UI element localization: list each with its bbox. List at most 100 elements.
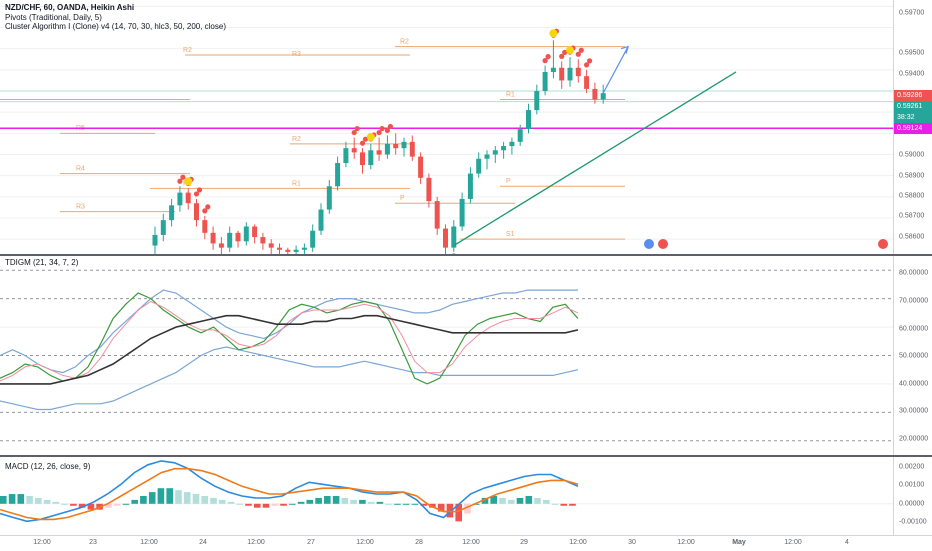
sell-signal-dot	[584, 62, 590, 68]
candle-body	[318, 209, 324, 231]
tdi-tick: 40.00000	[899, 380, 929, 388]
pivot-label: P	[506, 178, 511, 185]
pivot-label: R4	[76, 165, 85, 172]
sell-signal-dot	[193, 191, 200, 197]
candle-body	[526, 110, 531, 130]
tdi-pane[interactable]: TDIGM (21, 34, 7, 2) 80.00000 70.00000 6…	[0, 256, 932, 455]
sell-signal-dot	[362, 136, 369, 142]
trendline	[453, 71, 737, 247]
macd-histogram-bar	[218, 499, 226, 504]
tdi-tick: 20.00000	[899, 435, 929, 443]
candle-body	[567, 67, 573, 81]
price-legend: NZD/CHF, 60, OANDA, Heikin Ashi Pivots (…	[5, 3, 226, 32]
projection-arrow	[602, 46, 629, 94]
macd-histogram-bar	[446, 503, 454, 518]
candle-body	[235, 232, 241, 242]
candle-body	[409, 141, 415, 157]
macd-axis[interactable]: 0.00200 0.00100 0.00000 -0.00100	[893, 457, 932, 535]
pivot-label: R2	[400, 38, 409, 45]
time-label: 12:00	[784, 539, 802, 546]
pane-separator[interactable]	[0, 254, 932, 256]
macd-histogram-bar	[289, 503, 296, 505]
candle-body	[501, 146, 507, 151]
pivots-legend[interactable]: Pivots (Traditional, Daily, 5)	[5, 12, 102, 22]
buy-signal-dot	[452, 253, 456, 254]
candle-body	[443, 228, 448, 248]
sell-signal-dot	[376, 129, 382, 136]
macd-histogram-bar	[183, 492, 191, 504]
candle-body	[351, 148, 357, 153]
sell-signal-dot	[177, 178, 183, 184]
macd-plot[interactable]: MACD (12, 26, close, 9)	[0, 457, 893, 535]
tdi-legend[interactable]: TDIGM (21, 34, 7, 2)	[5, 258, 79, 267]
macd-histogram-bar	[245, 503, 252, 506]
candle-body	[368, 150, 374, 166]
candle-body	[459, 198, 465, 227]
candle-body	[252, 226, 258, 238]
macd-plot-svg[interactable]	[0, 457, 893, 535]
sell-signal-dot	[545, 54, 551, 60]
price-tick: 0.58600	[899, 233, 925, 241]
macd-histogram-bar	[394, 503, 401, 505]
macd-histogram-bar	[507, 499, 515, 504]
macd-pane[interactable]: MACD (12, 26, close, 9) 0.00200 0.00100 …	[0, 457, 932, 535]
price-tick: 0.58700	[899, 212, 925, 220]
macd-histogram-bar	[569, 503, 576, 506]
pivot-label: R3	[76, 204, 85, 211]
candle-body	[277, 247, 282, 250]
time-label: 12:00	[462, 539, 480, 546]
pivot-label: R2	[292, 136, 301, 143]
event-flag-icon	[644, 239, 654, 249]
time-axis[interactable]: 12:00 23 12:00 24 12:00 27 12:00 28 12:0…	[0, 535, 932, 551]
tdi-plot[interactable]: TDIGM (21, 34, 7, 2)	[0, 256, 893, 455]
macd-histogram-bar	[26, 496, 33, 504]
macd-histogram-bar	[481, 497, 489, 504]
macd-histogram-bar	[78, 503, 86, 508]
time-label: 12:00	[356, 539, 374, 546]
candle-body	[484, 154, 490, 159]
macd-histogram-bar	[420, 503, 427, 506]
macd-histogram-bar	[0, 496, 7, 504]
symbol-title[interactable]: NZD/CHF, 60, OANDA, Heikin Ashi	[5, 3, 135, 12]
sell-signal-dot	[542, 58, 548, 64]
price-plot-svg[interactable]: R2R3R2R5R1R2R4R1R1PR3PS1	[0, 0, 893, 254]
candle-body	[210, 232, 216, 244]
macd-histogram-bar	[429, 503, 436, 508]
candle-body	[243, 226, 249, 242]
event-flag-icon	[658, 239, 668, 249]
pane-separator[interactable]	[0, 455, 932, 457]
countdown-tag: 38:32	[894, 112, 932, 123]
price-axis[interactable]: 0.59700 0.59500 0.59400 0.59000 0.58900 …	[893, 0, 932, 254]
macd-histogram-bar	[516, 497, 524, 504]
macd-tick: 0.00100	[899, 481, 925, 489]
tdi-lower-band	[0, 346, 579, 411]
pivot-label: R3	[292, 51, 301, 58]
tdi-tick: 70.00000	[899, 297, 929, 305]
candle-body	[384, 143, 390, 155]
candle-body	[152, 234, 158, 246]
projection-arrow-head	[620, 45, 629, 54]
sell-signal-dot	[205, 204, 211, 210]
cluster-legend[interactable]: Cluster Algorithm I (Clone) v4 (14, 70, …	[5, 22, 226, 31]
price-plot[interactable]: R2R3R2R5R1R2R4R1R1PR3PS1 NZD/CHF, 60, OA…	[0, 0, 893, 254]
candle-body	[169, 205, 175, 221]
price-pane[interactable]: R2R3R2R5R1R2R4R1R1PR3PS1 NZD/CHF, 60, OA…	[0, 0, 932, 254]
tdi-plot-svg[interactable]	[0, 256, 893, 455]
macd-histogram-bar	[192, 494, 200, 504]
candle-body	[550, 67, 556, 72]
macd-histogram-bar	[157, 488, 165, 504]
candle-body	[335, 162, 341, 187]
last-price-tag: 0.59286	[894, 90, 932, 101]
macd-legend[interactable]: MACD (12, 26, close, 9)	[5, 462, 91, 471]
tdi-tick: 50.00000	[899, 352, 929, 360]
pivot-label: R2	[183, 47, 192, 54]
tdi-axis[interactable]: 80.00000 70.00000 60.00000 50.00000 40.0…	[893, 256, 932, 455]
time-label: 12:00	[140, 539, 158, 546]
sell-signal-dot	[196, 187, 203, 193]
candle-body	[218, 243, 224, 248]
macd-histogram-bar	[271, 503, 279, 506]
sell-signal-dot	[180, 174, 186, 180]
price-tick: 0.58800	[899, 192, 925, 200]
macd-histogram-bar	[499, 497, 506, 504]
macd-tick: 0.00200	[899, 463, 925, 471]
